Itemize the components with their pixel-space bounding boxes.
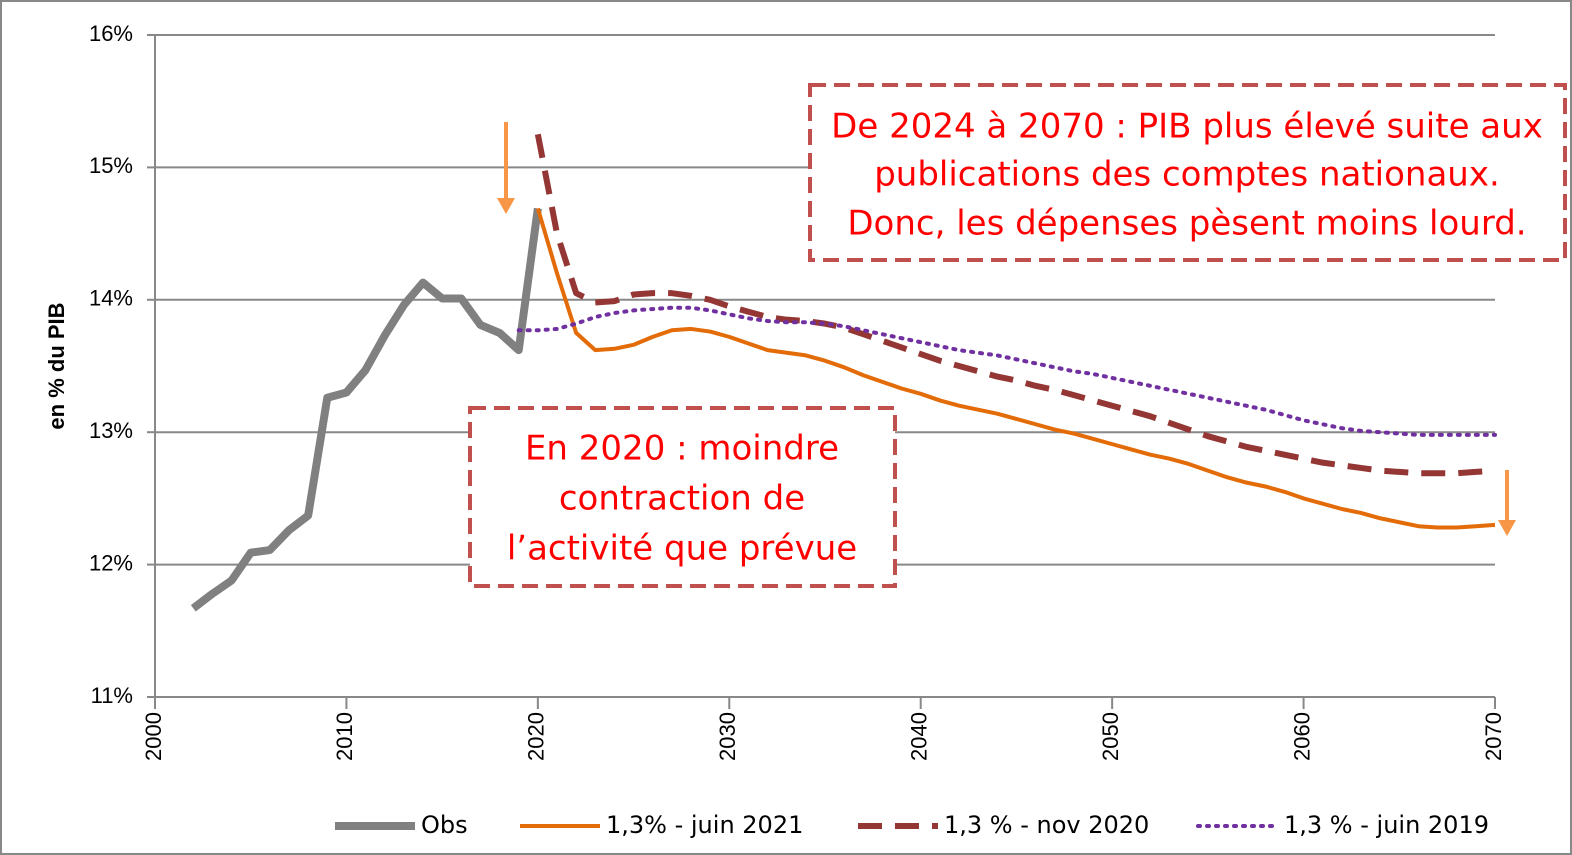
legend-label: Obs [421,811,468,839]
annotation-text: publications des comptes nationaux. [874,155,1500,195]
arrow-head [497,198,515,214]
legend-label: 1,3 % - nov 2020 [944,811,1149,839]
x-tick-label: 2070 [1481,712,1506,761]
arrow-head [1498,520,1516,536]
plot-area: 11% 12% 13% 14% 15% 16% 2000 2010 2020 2030 2040 20… [89,21,1506,761]
annotation-text: En 2020 : moindre [525,429,839,469]
series-line [535,207,1496,530]
legend-label: 1,3 % - juin 2019 [1284,811,1489,839]
annotation-box [468,406,897,588]
x-tick-label: 2010 [332,712,357,761]
x-tick-label: 2000 [141,712,166,761]
x-tick-label: 2050 [1098,712,1123,761]
annotation-text: l’activité que prévue [507,529,857,569]
annotation-text: De 2024 à 2070 : PIB plus élevé suite au… [831,107,1543,147]
x-tick-label: 2030 [715,712,740,761]
annotation-text: contraction de [559,479,805,519]
annotation-text: Donc, les dépenses pèsent moins lourd. [847,204,1526,244]
series-line [190,207,542,612]
legend-label: 1,3% - juin 2021 [606,811,803,839]
x-tick-label: 2060 [1289,712,1314,761]
annotation-box [808,83,1567,262]
y-tick-label: 11% [91,683,133,708]
x-tick-label: 2020 [524,712,549,761]
series-line [516,305,1497,437]
y-axis-label: en % du PIB [44,302,69,429]
y-tick-label: 15% [89,153,133,178]
y-tick-label: 13% [89,418,133,443]
x-tick-label: 2040 [907,712,932,761]
y-tick-label: 14% [89,286,133,311]
y-tick-label: 12% [89,550,133,575]
y-tick-label: 16% [89,21,133,46]
